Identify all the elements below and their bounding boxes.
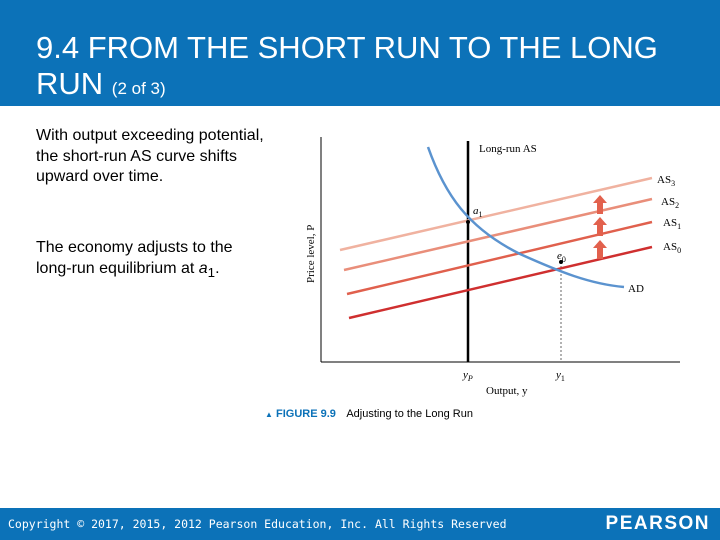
figure-caption: ▲ FIGURE 9.9 Adjusting to the Long Run	[265, 408, 473, 420]
paragraph-adjust-var: a	[198, 259, 208, 277]
point-a1-label: a1	[473, 205, 483, 219]
point-a1-dot	[466, 220, 470, 224]
caption-figure-title: Adjusting to the Long Run	[346, 408, 473, 420]
caption-figure-label: FIGURE 9.9	[275, 408, 336, 420]
paragraph-adjust-end: .	[215, 259, 220, 277]
point-e0-dot	[559, 260, 563, 264]
paragraph-adjust-text: The economy adjusts to the long-run equi…	[36, 239, 233, 277]
as1-label: AS1	[663, 217, 681, 231]
as0-label: AS0	[663, 241, 681, 255]
as2-label: AS2	[661, 196, 679, 210]
pearson-logo: PEARSON	[605, 513, 710, 534]
copyright-notice: Copyright © 2017, 2015, 2012 Pearson Edu…	[8, 517, 507, 531]
paragraph-adjust: The economy adjusts to the long-run equi…	[36, 238, 266, 283]
shift-arrow-middle	[593, 217, 607, 236]
paragraph-adjust-sub: 1	[207, 264, 216, 280]
x-tick-y1: y1	[555, 369, 565, 383]
long-run-as-label: Long-run AS	[479, 143, 537, 155]
footer-bar: Copyright © 2017, 2015, 2012 Pearson Edu…	[0, 508, 720, 540]
y-axis-label: Price level, P	[305, 225, 317, 283]
title-bar: 9.4 FROM THE SHORT RUN TO THE LONG RUN (…	[0, 0, 720, 106]
as3-curve	[339, 176, 653, 252]
caption-triangle-icon: ▲	[265, 410, 273, 419]
ad-curve	[426, 146, 625, 289]
slide-title-main: 9.4 FROM THE SHORT RUN TO THE LONG RUN	[36, 30, 658, 101]
shift-arrow-top	[593, 195, 607, 214]
shift-arrow-bottom	[593, 240, 607, 259]
paragraph-shift: With output exceeding potential, the sho…	[36, 127, 264, 185]
point-e0-label: e0	[557, 250, 566, 264]
x-axis-label: Output, y	[486, 385, 528, 397]
ad-label: AD	[628, 283, 644, 295]
x-tick-yp: yP	[462, 369, 473, 383]
slide-title: 9.4 FROM THE SHORT RUN TO THE LONG RUN (…	[36, 30, 706, 107]
slide-title-sub: (2 of 3)	[111, 79, 166, 98]
as3-label: AS3	[657, 174, 675, 188]
